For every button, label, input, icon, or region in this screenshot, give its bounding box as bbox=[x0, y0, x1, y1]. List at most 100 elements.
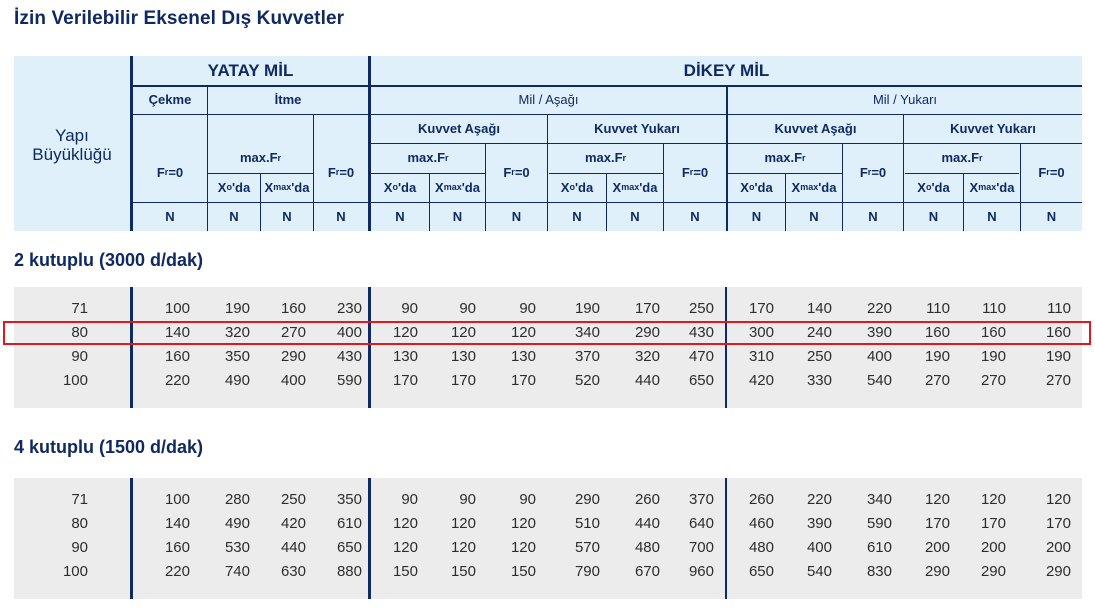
page-title: İzin Verilebilir Eksenel Dış Kuvvetler bbox=[14, 8, 345, 29]
value-cell: 90 bbox=[459, 491, 476, 508]
section-band bbox=[14, 287, 1082, 408]
unit-label: N bbox=[1046, 208, 1057, 224]
size-cell: 90 bbox=[71, 348, 88, 365]
unit-label: N bbox=[452, 208, 463, 224]
table-row: 71 100 190 160 230 90 90 90 190 170 250 170 140 220 11… bbox=[14, 297, 1082, 321]
value-cell: 880 bbox=[336, 563, 362, 580]
value-cell: 100 bbox=[164, 300, 190, 317]
value-cell: 120 bbox=[924, 491, 950, 508]
max-fr-header: max.F r bbox=[239, 150, 282, 166]
value-cell: 650 bbox=[688, 372, 714, 389]
max-fr-header: max.F r bbox=[941, 150, 983, 166]
value-cell: 440 bbox=[634, 515, 660, 532]
value-cell: 290 bbox=[1045, 563, 1071, 580]
value-cell: 400 bbox=[866, 348, 892, 365]
value-cell: 510 bbox=[574, 515, 600, 532]
table-row: 100 220 490 400 590 170 170 170 520 440 650 420 330 5… bbox=[14, 369, 1082, 393]
value-cell: 250 bbox=[280, 491, 306, 508]
value-cell: 160 bbox=[164, 348, 190, 365]
value-cell: 420 bbox=[280, 515, 306, 532]
unit-label: N bbox=[282, 208, 292, 224]
value-cell: 140 bbox=[164, 515, 190, 532]
value-cell: 400 bbox=[806, 539, 832, 556]
push-header: İtme bbox=[274, 92, 302, 108]
value-cell: 110 bbox=[1047, 300, 1071, 317]
value-cell: 460 bbox=[748, 515, 774, 532]
value-cell: 170 bbox=[980, 515, 1006, 532]
value-cell: 350 bbox=[336, 491, 362, 508]
value-cell: 960 bbox=[688, 563, 714, 580]
value-cell: 430 bbox=[336, 348, 362, 365]
value-cell: 650 bbox=[336, 539, 362, 556]
value-cell: 220 bbox=[164, 372, 190, 389]
size-cell: 71 bbox=[71, 300, 88, 317]
value-cell: 120 bbox=[450, 515, 476, 532]
size-cell: 80 bbox=[71, 324, 88, 341]
value-cell: 120 bbox=[510, 515, 536, 532]
value-cell: 190 bbox=[1045, 348, 1071, 365]
value-cell: 120 bbox=[392, 515, 418, 532]
value-cell: 590 bbox=[866, 515, 892, 532]
table-row: 100 220 740 630 880 150 150 150 790 670 960 650 540 8… bbox=[14, 560, 1082, 584]
value-cell: 200 bbox=[980, 539, 1006, 556]
value-cell: 160 bbox=[280, 300, 306, 317]
value-cell: 290 bbox=[924, 563, 950, 580]
value-cell: 490 bbox=[224, 515, 250, 532]
section-title-4-pole: 4 kutuplu (1500 d/dak) bbox=[14, 437, 204, 457]
value-cell: 160 bbox=[924, 324, 950, 341]
value-cell: 280 bbox=[224, 491, 250, 508]
value-cell: 160 bbox=[164, 539, 190, 556]
value-cell: 390 bbox=[866, 324, 892, 341]
unit-label: N bbox=[572, 208, 582, 224]
value-cell: 290 bbox=[634, 324, 660, 341]
value-cell: 390 bbox=[806, 515, 832, 532]
size-cell: 100 bbox=[62, 563, 88, 580]
value-cell: 120 bbox=[1045, 491, 1071, 508]
value-cell: 670 bbox=[634, 563, 660, 580]
size-cell: 100 bbox=[62, 372, 88, 389]
value-cell: 120 bbox=[980, 491, 1006, 508]
value-cell: 200 bbox=[1045, 539, 1071, 556]
value-cell: 340 bbox=[866, 491, 892, 508]
unit-label: N bbox=[630, 208, 640, 224]
value-cell: 150 bbox=[392, 563, 418, 580]
unit-label: N bbox=[809, 208, 819, 224]
up-force-down-header: Kuvvet Aşağı bbox=[774, 120, 857, 136]
size-column-header: Yapı Büyüklüğü bbox=[14, 116, 130, 176]
value-cell: 490 bbox=[224, 372, 250, 389]
value-cell: 270 bbox=[1045, 372, 1071, 389]
unit-label: N bbox=[336, 208, 346, 224]
value-cell: 170 bbox=[450, 372, 476, 389]
value-cell: 540 bbox=[806, 563, 832, 580]
value-cell: 120 bbox=[392, 539, 418, 556]
down-force-up-header: Kuvvet Yukarı bbox=[594, 120, 680, 136]
pull-header: Çekme bbox=[148, 92, 192, 108]
value-cell: 480 bbox=[634, 539, 660, 556]
table-row: 71 100 280 250 350 90 90 90 290 260 370 260 220 340 12… bbox=[14, 488, 1082, 512]
value-cell: 830 bbox=[866, 563, 892, 580]
value-cell: 130 bbox=[450, 348, 476, 365]
value-cell: 90 bbox=[519, 300, 536, 317]
value-cell: 370 bbox=[688, 491, 714, 508]
value-cell: 170 bbox=[510, 372, 536, 389]
unit-label: N bbox=[511, 208, 522, 224]
size-cell: 90 bbox=[71, 539, 88, 556]
value-cell: 400 bbox=[280, 372, 306, 389]
value-cell: 120 bbox=[450, 539, 476, 556]
value-cell: 440 bbox=[634, 372, 660, 389]
value-cell: 120 bbox=[392, 324, 418, 341]
value-cell: 590 bbox=[336, 372, 362, 389]
table-header: Yapı Büyüklüğü YATAY MİL DİKEY MİL Çekme… bbox=[14, 56, 1082, 231]
value-cell: 370 bbox=[574, 348, 600, 365]
table-row: 80 140 490 420 610 120 120 120 510 440 640 460 390 59… bbox=[14, 512, 1082, 536]
value-cell: 270 bbox=[980, 372, 1006, 389]
